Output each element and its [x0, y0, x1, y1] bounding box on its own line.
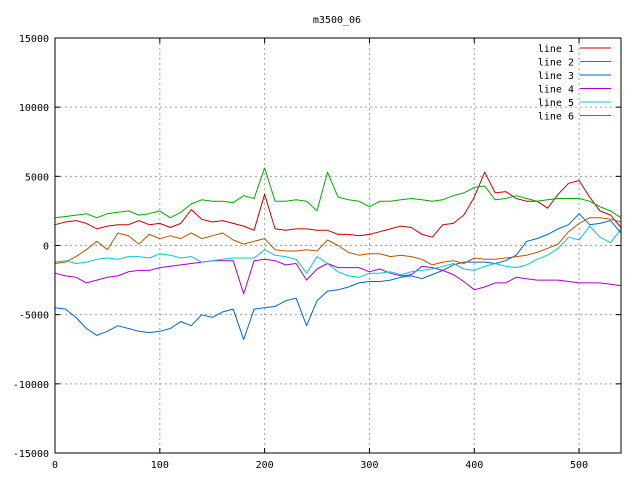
y-tick-label: 15000 — [19, 34, 49, 45]
x-tick-label: 300 — [360, 460, 378, 471]
x-tick-label: 400 — [465, 460, 483, 471]
y-tick-label: 0 — [43, 242, 49, 253]
y-tick-label: 5000 — [25, 172, 49, 183]
x-tick-label: 200 — [256, 460, 274, 471]
series-line-4 — [54, 258, 622, 295]
legend: line 1 line 2 line 3 line 4 line 5 line 6 — [538, 44, 611, 123]
x-tick-label: 500 — [570, 460, 588, 471]
grid — [55, 38, 621, 453]
y-tick-label: 10000 — [19, 103, 49, 114]
x-tick-label: 0 — [52, 460, 58, 471]
series-line-3 — [54, 213, 622, 341]
series-line-6 — [54, 217, 622, 266]
legend-label-5: line 5 — [538, 98, 574, 109]
legend-label-2: line 2 — [538, 58, 574, 69]
series-line-2 — [54, 167, 622, 219]
y-tick-label: -10000 — [13, 380, 49, 391]
series-lines — [54, 167, 622, 341]
axis-ticks: 0 100 200 300 400 500 -15000 -10000 -5000 0 5000 10… — [13, 34, 621, 471]
x-tick-label: 100 — [151, 460, 169, 471]
y-tick-label: -15000 — [13, 449, 49, 460]
legend-label-3: line 3 — [538, 71, 574, 82]
legend-label-6: line 6 — [538, 112, 574, 123]
series-line-5 — [54, 225, 622, 278]
y-tick-label: -5000 — [19, 311, 49, 322]
legend-label-1: line 1 — [538, 44, 574, 55]
chart-title: m3500_06 — [313, 15, 361, 26]
series-line-1 — [54, 171, 622, 238]
legend-label-4: line 4 — [538, 85, 574, 96]
